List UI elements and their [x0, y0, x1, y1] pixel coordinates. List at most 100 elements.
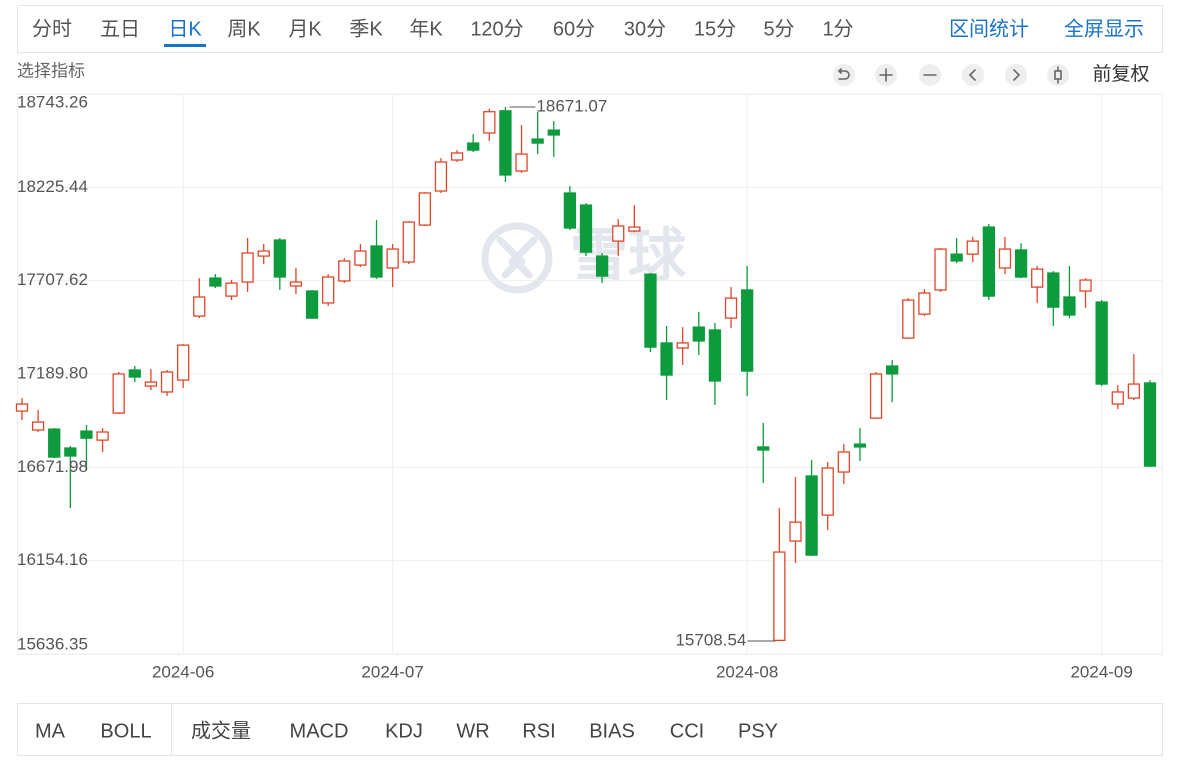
candle-body	[338, 260, 351, 282]
period-tab[interactable]: 季K	[349, 17, 383, 40]
candle-body	[563, 192, 577, 229]
candle-body	[370, 245, 383, 278]
candle-body	[934, 248, 947, 291]
candle-body	[1127, 383, 1141, 399]
candle-body	[724, 297, 738, 319]
candle-body	[128, 369, 141, 378]
indicator-tab[interactable]: CCI	[670, 720, 704, 742]
y-tick-label: 17707.62	[17, 270, 88, 289]
action-link[interactable]: 全屏显示	[1064, 17, 1144, 40]
period-tab[interactable]: 月K	[288, 18, 322, 40]
candle-body	[1031, 268, 1044, 288]
candle-body	[176, 344, 190, 381]
candle-body	[144, 381, 158, 387]
candle-body	[160, 371, 174, 393]
candle-body	[354, 250, 367, 266]
candle-body	[837, 451, 850, 473]
indicator-tab[interactable]: 成交量	[191, 719, 251, 742]
y-tick-label: 16671.98	[17, 457, 88, 476]
reset-button[interactable]	[833, 64, 855, 86]
action-link[interactable]: 区间统计	[949, 17, 1029, 40]
candle-body	[853, 443, 867, 448]
period-tab[interactable]: 分时	[32, 17, 72, 40]
candle-body	[31, 421, 45, 431]
indicator-tab[interactable]: KDJ	[385, 720, 423, 742]
chart-style-button[interactable]	[1047, 64, 1069, 86]
indicator-tab[interactable]: PSY	[738, 720, 778, 742]
candle-body	[1079, 279, 1092, 292]
indicator-tab[interactable]: BIAS	[589, 720, 635, 742]
min-annotation: 15708.54	[675, 630, 746, 649]
candle-body	[902, 299, 915, 339]
candle-body	[515, 153, 528, 172]
x-tick-label: 2024-08	[716, 662, 778, 681]
ui-text: 分时 五日 日K 周K 月K 季K 年K 120分 60分 30分 15分 5分 1分 区间统计 全屏显示 M…	[17, 17, 1144, 742]
candle-body	[950, 253, 963, 262]
candle-body	[1095, 301, 1108, 385]
candle-body	[209, 277, 222, 287]
period-tab[interactable]: 5分	[763, 17, 794, 40]
period-tab[interactable]: 年K	[409, 17, 443, 40]
candle-body	[982, 226, 996, 297]
period-tab-bar	[17, 5, 1163, 53]
candle-body	[450, 152, 464, 161]
candle-body	[499, 110, 512, 176]
candle-body	[241, 252, 254, 283]
candle-body	[1047, 272, 1060, 308]
candle-body	[257, 250, 270, 257]
candle-body	[483, 111, 496, 134]
toolbar-icons	[833, 64, 1069, 86]
zoom-out-button[interactable]	[919, 64, 941, 86]
price-adjustment[interactable]: 前复权	[1092, 63, 1149, 85]
candle-body	[48, 428, 61, 458]
period-tab[interactable]: 30分	[624, 17, 666, 40]
candle-body	[595, 255, 609, 277]
candle-body	[789, 521, 802, 542]
y-tick-label: 18743.26	[17, 92, 88, 111]
x-tick-label: 2024-07	[361, 662, 423, 681]
indicator-bar	[17, 703, 1163, 756]
candle-body	[15, 403, 29, 412]
active-tab-underline	[164, 44, 206, 47]
candle-body	[96, 431, 109, 441]
candle-body	[660, 342, 673, 376]
y-tick-label: 16154.16	[17, 550, 88, 569]
candle-body	[273, 239, 286, 278]
zoom-in-button[interactable]	[875, 64, 897, 86]
candle-body	[869, 373, 883, 419]
candle-body	[1063, 296, 1076, 316]
period-tab[interactable]: 五日	[100, 18, 140, 40]
scroll-left-button[interactable]	[962, 64, 984, 86]
candle-body	[225, 282, 238, 297]
candle-body	[644, 273, 657, 348]
candle-body	[821, 467, 834, 516]
candle-body	[692, 326, 705, 342]
indicator-tab[interactable]: MACD	[290, 720, 349, 742]
indicator-picker[interactable]: 选择指标	[17, 61, 85, 80]
candle-body	[1111, 391, 1124, 405]
candle-body	[1014, 249, 1028, 278]
max-annotation: 18671.07	[536, 96, 607, 115]
candle-body	[998, 248, 1012, 269]
candle-body	[64, 447, 77, 457]
indicator-tab[interactable]: BOLL	[100, 720, 151, 742]
candle-body	[805, 475, 818, 556]
period-tab[interactable]: 1分	[822, 17, 853, 40]
period-tab[interactable]: 周K	[227, 18, 261, 40]
period-tab[interactable]: 60分	[553, 17, 595, 40]
scroll-right-button[interactable]	[1005, 64, 1027, 86]
candle-body	[676, 342, 689, 349]
period-tab[interactable]: 15分	[694, 17, 736, 40]
candle-body	[612, 225, 625, 242]
period-tab[interactable]: 120分	[470, 17, 523, 40]
indicator-tab[interactable]: RSI	[522, 720, 555, 742]
candle-body	[773, 551, 786, 642]
candle-body	[740, 289, 754, 372]
indicator-tab[interactable]: MA	[35, 720, 66, 742]
candle-body	[112, 373, 125, 414]
period-tab[interactable]: 日K	[168, 18, 202, 40]
indicator-tab[interactable]: WR	[456, 720, 489, 742]
candle-body	[193, 296, 206, 317]
candle-body	[386, 248, 399, 269]
